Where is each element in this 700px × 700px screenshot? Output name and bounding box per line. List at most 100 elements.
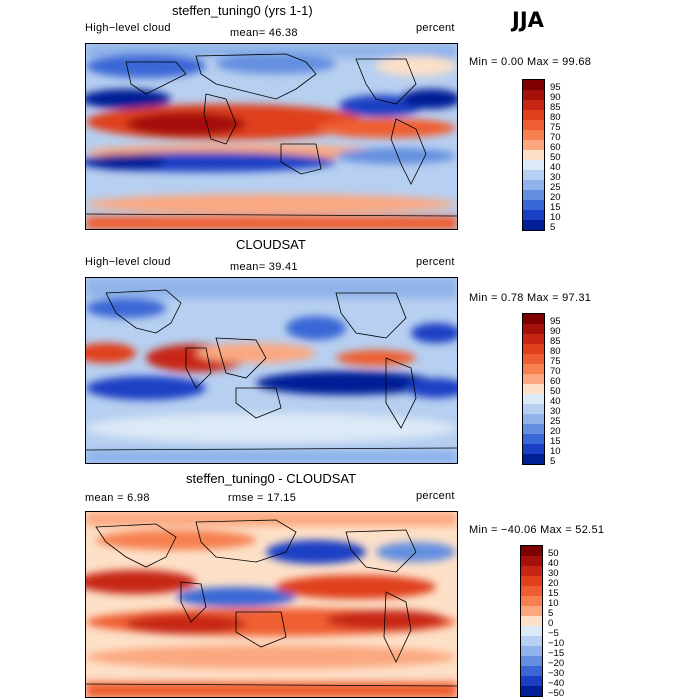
colorbar-2-tick-label: 50 [550,386,561,397]
colorbar-2-tick-label: 10 [550,446,561,457]
colorbar-2-segment [523,434,544,444]
panel-3-colorbar-ticks: 50 40 30 20 15 10 5 0 −5 −10 −15 −20 −30 −40 −50 [548,545,588,699]
colorbar-1-segment [523,180,544,190]
colorbar-2-segment [523,374,544,384]
colorbar-1-tick-label: 90 [550,92,561,103]
colorbar-1-tick-label: 20 [550,192,561,203]
colorbar-3-tick-label: −5 [548,628,559,639]
colorbar-1-segment [523,130,544,140]
colorbar-2-segment [523,364,544,374]
colorbar-2-segment [523,444,544,454]
colorbar-1-tick-label: 95 [550,82,561,93]
colorbar-3-segment [521,646,542,656]
colorbar-3-tick-label: 15 [548,588,559,599]
colorbar-1-segment [523,170,544,180]
panel-1-variable-label: High−level cloud [85,22,171,34]
colorbar-2-segment [523,394,544,404]
colorbar-3-segment [521,666,542,676]
colorbar-1-segment [523,210,544,220]
season-label: JJA [512,8,544,32]
colorbar-3-segment [521,626,542,636]
colorbar-3-tick-label: 5 [548,608,554,619]
colorbar-1-segment [523,110,544,120]
colorbar-2-segment [523,424,544,434]
colorbar-3-tick-label: 10 [548,598,559,609]
colorbar-2-segment [523,384,544,394]
colorbar-2-segment [523,354,544,364]
colorbar-3-segment [521,606,542,616]
colorbar-3-segment [521,686,542,696]
colorbar-2-tick-label: 70 [550,366,561,377]
colorbar-3-segment [521,676,542,686]
panel-1-units-label: percent [416,22,455,34]
colorbar-1-segment [523,160,544,170]
colorbar-1-segment [523,220,544,230]
panel-3-minmax: Min = −40.06 Max = 52.51 [469,524,605,536]
colorbar-1-segment [523,120,544,130]
panel-3-map [85,511,458,698]
colorbar-1-segment [523,80,544,90]
colorbar-3-tick-label: −10 [548,638,565,649]
colorbar-2-tick-label: 20 [550,426,561,437]
colorbar-1-segment [523,140,544,150]
colorbar-1-tick-label: 85 [550,102,561,113]
colorbar-3-tick-label: 0 [548,618,554,629]
colorbar-2-tick-label: 90 [550,326,561,337]
colorbar-3-tick-label: −50 [548,688,565,699]
panel-1-title: steffen_tuning0 (yrs 1-1) [172,3,313,18]
colorbar-2-tick-label: 75 [550,356,561,367]
colorbar-2-tick-label: 60 [550,376,561,387]
colorbar-2-segment [523,334,544,344]
colorbar-3-segment [521,596,542,606]
colorbar-2-segment [523,324,544,334]
panel-3-colorbar [520,545,543,697]
colorbar-1-tick-label: 70 [550,132,561,143]
colorbar-2-tick-label: 40 [550,396,561,407]
colorbar-3-tick-label: 20 [548,578,559,589]
colorbar-2-tick-label: 80 [550,346,561,357]
colorbar-1-tick-label: 75 [550,122,561,133]
colorbar-1-tick-label: 50 [550,152,561,163]
colorbar-1-segment [523,90,544,100]
colorbar-3-tick-label: 40 [548,558,559,569]
colorbar-2-tick-label: 85 [550,336,561,347]
colorbar-2-segment [523,454,544,464]
panel-3-rmse-label: rmse = 17.15 [228,492,297,504]
panel-2-minmax: Min = 0.78 Max = 97.31 [469,292,592,304]
colorbar-2-tick-label: 25 [550,416,561,427]
colorbar-3-tick-label: 50 [548,548,559,559]
colorbar-1-tick-label: 10 [550,212,561,223]
panel-2-variable-label: High−level cloud [85,256,171,268]
colorbar-3-segment [521,616,542,626]
colorbar-3-segment [521,656,542,666]
colorbar-3-segment [521,556,542,566]
colorbar-1-segment [523,100,544,110]
colorbar-1-tick-label: 30 [550,172,561,183]
panel-1-mean-label: mean= 46.38 [230,27,298,39]
panel-2-units-label: percent [416,256,455,268]
colorbar-2-segment [523,344,544,354]
colorbar-2-segment [523,414,544,424]
colorbar-3-segment [521,566,542,576]
colorbar-1-segment [523,190,544,200]
panel-2-colorbar-ticks: 95 90 85 80 75 70 60 50 40 30 25 20 15 10 5 [550,313,590,467]
colorbar-1-tick-label: 15 [550,202,561,213]
colorbar-2-tick-label: 5 [550,456,556,467]
colorbar-2-segment [523,314,544,324]
colorbar-1-segment [523,150,544,160]
panel-1-colorbar-ticks: 95 90 85 80 75 70 60 50 40 30 25 20 15 10 5 [550,79,590,233]
colorbar-3-segment [521,636,542,646]
panel-1-colorbar [522,79,545,231]
colorbar-3-tick-label: −40 [548,678,565,689]
colorbar-3-tick-label: −30 [548,668,565,679]
colorbar-1-tick-label: 80 [550,112,561,123]
panel-3-units-label: percent [416,490,455,502]
colorbar-3-tick-label: 30 [548,568,559,579]
colorbar-2-tick-label: 15 [550,436,561,447]
colorbar-1-tick-label: 60 [550,142,561,153]
panel-3-mean-label: mean = 6.98 [85,492,150,504]
colorbar-2-tick-label: 30 [550,406,561,417]
panel-3-title: steffen_tuning0 - CLOUDSAT [186,471,357,486]
colorbar-3-tick-label: −20 [548,658,565,669]
panel-2-mean-label: mean= 39.41 [230,261,298,273]
